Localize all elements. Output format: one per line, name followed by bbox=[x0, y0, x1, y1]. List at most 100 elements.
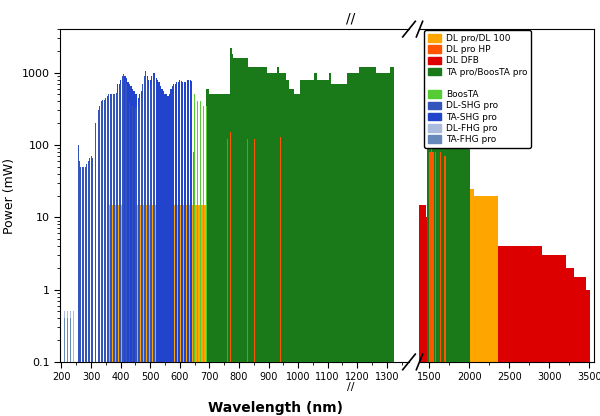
Bar bbox=[206, 106, 207, 362]
Bar bbox=[132, 106, 133, 362]
Bar bbox=[194, 94, 195, 362]
Bar bbox=[141, 98, 142, 362]
Bar bbox=[135, 94, 136, 362]
Bar bbox=[154, 79, 155, 362]
Bar bbox=[188, 89, 189, 362]
Bar bbox=[120, 79, 121, 362]
Bar bbox=[114, 94, 115, 362]
Bar bbox=[153, 79, 154, 362]
Bar bbox=[141, 92, 142, 362]
Bar bbox=[101, 102, 102, 362]
Bar bbox=[151, 76, 152, 362]
Bar bbox=[92, 158, 93, 362]
Bar bbox=[200, 102, 201, 362]
Bar bbox=[89, 158, 90, 362]
Bar bbox=[80, 167, 82, 362]
Bar bbox=[107, 96, 108, 362]
Bar bbox=[104, 100, 105, 362]
Bar bbox=[172, 86, 173, 362]
Bar bbox=[440, 152, 441, 362]
Bar bbox=[254, 139, 255, 362]
Bar bbox=[136, 94, 137, 362]
Bar bbox=[290, 137, 292, 362]
Bar bbox=[126, 78, 127, 362]
Bar bbox=[129, 84, 130, 362]
Bar bbox=[160, 86, 161, 362]
Bar bbox=[247, 139, 248, 362]
Bar bbox=[117, 84, 118, 362]
Bar bbox=[145, 71, 146, 362]
Bar bbox=[149, 79, 151, 362]
Bar bbox=[203, 106, 204, 362]
Bar bbox=[191, 145, 192, 362]
Y-axis label: Power (mW): Power (mW) bbox=[3, 158, 16, 233]
Bar bbox=[123, 78, 124, 362]
Bar bbox=[178, 82, 179, 362]
Bar bbox=[144, 79, 145, 362]
Bar bbox=[167, 96, 169, 362]
Bar bbox=[433, 152, 434, 362]
Bar bbox=[187, 79, 188, 362]
Bar bbox=[86, 163, 87, 362]
Bar bbox=[173, 84, 175, 362]
Bar bbox=[179, 80, 181, 362]
Bar bbox=[79, 161, 80, 362]
Bar bbox=[136, 109, 137, 362]
Bar bbox=[445, 156, 446, 362]
Bar bbox=[123, 74, 124, 362]
Text: //: // bbox=[347, 382, 355, 392]
Bar bbox=[78, 145, 79, 362]
Bar bbox=[152, 73, 154, 362]
Bar bbox=[145, 71, 146, 362]
Bar bbox=[146, 76, 148, 362]
Bar bbox=[119, 84, 120, 362]
Bar bbox=[148, 89, 149, 362]
Bar bbox=[151, 84, 152, 362]
Bar bbox=[154, 73, 155, 362]
Bar bbox=[95, 123, 96, 362]
Bar bbox=[431, 148, 432, 362]
Bar bbox=[191, 81, 192, 362]
Bar bbox=[122, 76, 123, 362]
Legend: DL pro/DL 100, DL pro HP, DL DFB, TA pro/BoosTA pro,  , BoosTA, DL-SHG pro, TA-S: DL pro/DL 100, DL pro HP, DL DFB, TA pro… bbox=[424, 30, 531, 148]
Bar bbox=[110, 94, 111, 362]
Bar bbox=[88, 161, 89, 362]
Bar bbox=[169, 94, 170, 362]
Bar bbox=[120, 84, 121, 362]
Bar bbox=[429, 152, 431, 362]
Bar bbox=[182, 82, 184, 362]
Bar bbox=[91, 156, 92, 362]
Bar bbox=[132, 89, 133, 362]
Bar bbox=[98, 111, 99, 362]
Bar bbox=[155, 78, 157, 362]
Bar bbox=[83, 167, 84, 362]
Bar bbox=[435, 152, 436, 362]
Bar bbox=[163, 92, 164, 362]
Bar bbox=[190, 80, 191, 362]
Bar bbox=[197, 102, 198, 362]
Bar bbox=[126, 84, 127, 362]
Bar bbox=[280, 137, 281, 362]
Bar bbox=[188, 79, 189, 362]
Bar bbox=[148, 79, 149, 362]
Bar bbox=[191, 94, 192, 362]
Bar bbox=[184, 82, 185, 362]
Bar bbox=[117, 93, 118, 362]
Bar bbox=[170, 89, 172, 362]
Bar bbox=[181, 81, 182, 362]
Bar bbox=[124, 76, 125, 362]
Bar bbox=[150, 89, 151, 362]
Text: Wavelength (nm): Wavelength (nm) bbox=[209, 401, 343, 415]
Bar bbox=[142, 84, 143, 362]
Bar bbox=[142, 84, 143, 362]
Bar bbox=[138, 106, 139, 362]
Bar bbox=[129, 102, 130, 362]
Bar bbox=[85, 167, 86, 362]
Bar bbox=[176, 82, 178, 362]
Bar bbox=[166, 94, 167, 362]
Bar bbox=[164, 94, 166, 362]
Bar bbox=[127, 82, 128, 362]
Bar bbox=[161, 89, 163, 362]
Bar bbox=[175, 84, 176, 362]
Bar bbox=[133, 92, 134, 362]
